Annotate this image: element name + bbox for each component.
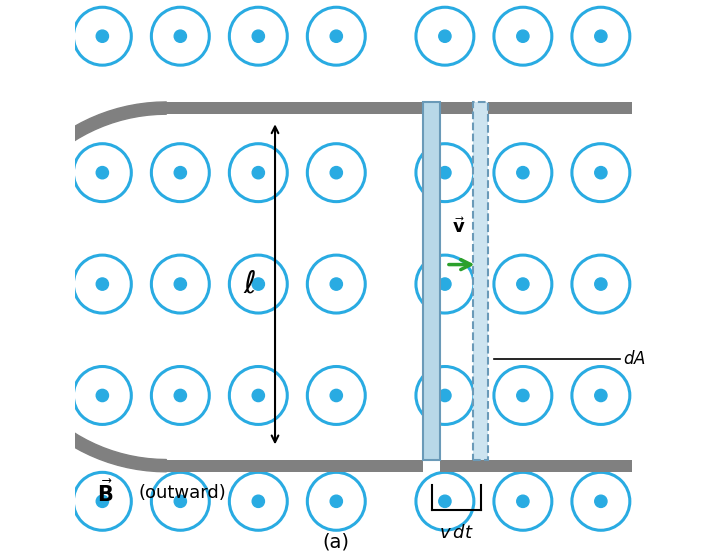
Text: $\vec{\mathbf{B}}$: $\vec{\mathbf{B}}$ xyxy=(97,480,113,506)
Circle shape xyxy=(594,495,607,507)
Circle shape xyxy=(594,167,607,179)
Circle shape xyxy=(96,167,109,179)
Circle shape xyxy=(174,167,186,179)
Circle shape xyxy=(438,389,451,402)
Bar xyxy=(441,102,706,114)
Circle shape xyxy=(174,278,186,290)
Circle shape xyxy=(594,389,607,402)
Text: $dA$: $dA$ xyxy=(623,350,646,368)
Circle shape xyxy=(438,30,451,42)
Circle shape xyxy=(517,30,529,42)
Circle shape xyxy=(517,167,529,179)
Circle shape xyxy=(330,389,342,402)
Circle shape xyxy=(174,389,186,402)
Circle shape xyxy=(330,495,342,507)
Text: (a): (a) xyxy=(323,532,349,551)
Circle shape xyxy=(252,495,265,507)
Circle shape xyxy=(96,495,109,507)
Text: $\ell$: $\ell$ xyxy=(244,270,256,299)
Circle shape xyxy=(594,30,607,42)
Circle shape xyxy=(96,30,109,42)
Circle shape xyxy=(594,278,607,290)
Circle shape xyxy=(96,389,109,402)
Bar xyxy=(423,102,441,460)
Text: (outward): (outward) xyxy=(138,484,227,502)
Circle shape xyxy=(330,278,342,290)
Circle shape xyxy=(330,30,342,42)
Bar xyxy=(167,102,423,114)
Circle shape xyxy=(252,167,265,179)
Circle shape xyxy=(252,30,265,42)
Circle shape xyxy=(252,278,265,290)
Circle shape xyxy=(174,495,186,507)
Bar xyxy=(473,102,489,460)
Circle shape xyxy=(330,167,342,179)
Circle shape xyxy=(438,278,451,290)
Circle shape xyxy=(252,389,265,402)
Bar xyxy=(167,460,423,472)
Polygon shape xyxy=(0,102,167,472)
Circle shape xyxy=(438,495,451,507)
Circle shape xyxy=(517,495,529,507)
Text: $v\,dt$: $v\,dt$ xyxy=(438,524,473,541)
Bar xyxy=(441,460,706,472)
Text: $\vec{\mathbf{v}}$: $\vec{\mathbf{v}}$ xyxy=(452,217,465,237)
Circle shape xyxy=(517,389,529,402)
Circle shape xyxy=(96,278,109,290)
Circle shape xyxy=(174,30,186,42)
Circle shape xyxy=(517,278,529,290)
Circle shape xyxy=(438,167,451,179)
